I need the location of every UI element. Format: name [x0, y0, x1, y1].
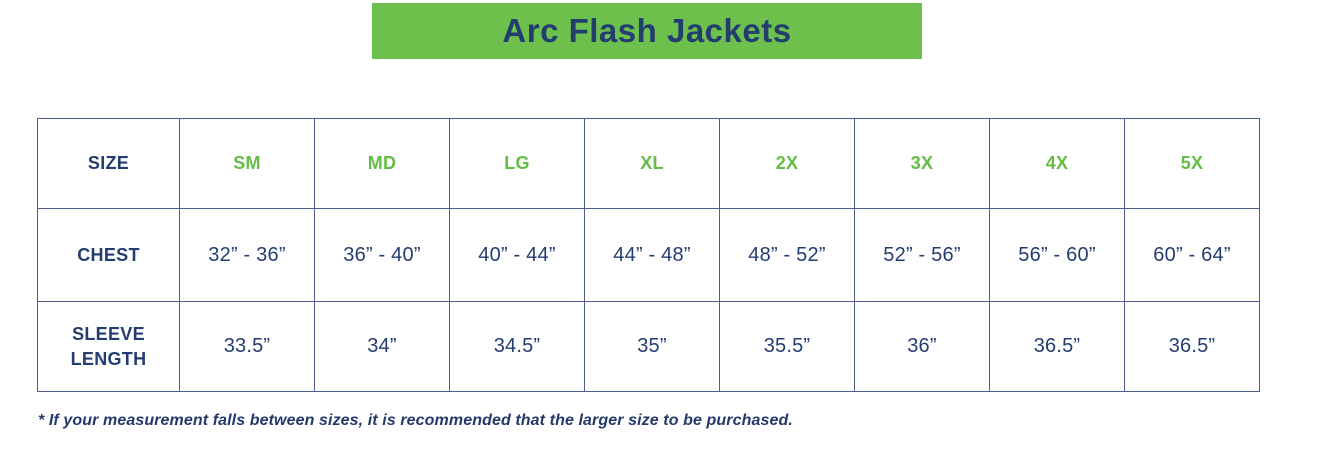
chest-value-cell: 48” - 52” [719, 208, 855, 302]
page-title: Arc Flash Jackets [502, 11, 792, 49]
chest-row: CHEST 32” - 36” 36” - 40” 40” - 44” 44” … [37, 208, 1260, 302]
sleeve-value-cell: 35” [584, 301, 720, 392]
sleeve-value-cell: 36.5” [989, 301, 1125, 392]
chest-label-cell: CHEST [37, 208, 180, 302]
sleeve-value-cell: 36.5” [1124, 301, 1260, 392]
title-banner: Arc Flash Jackets [372, 3, 922, 59]
size-col-5x: 5X [1124, 118, 1260, 209]
chest-value-cell: 40” - 44” [449, 208, 585, 302]
sleeve-value-cell: 33.5” [179, 301, 315, 392]
chest-value-cell: 60” - 64” [1124, 208, 1260, 302]
size-col-4x: 4X [989, 118, 1125, 209]
size-label-cell: SIZE [37, 118, 180, 209]
chest-value-cell: 44” - 48” [584, 208, 720, 302]
size-col-2x: 2X [719, 118, 855, 209]
footnote: * If your measurement falls between size… [38, 412, 793, 429]
size-col-3x: 3X [854, 118, 990, 209]
size-chart-table: SIZE SM MD LG XL 2X 3X 4X 5X CHEST 32” -… [37, 118, 1260, 392]
sleeve-value-cell: 36” [854, 301, 990, 392]
sleeve-value-cell: 35.5” [719, 301, 855, 392]
sleeve-length-row: SLEEVE LENGTH 33.5” 34” 34.5” 35” 35.5” … [37, 301, 1260, 392]
size-col-sm: SM [179, 118, 315, 209]
chest-value-cell: 52” - 56” [854, 208, 990, 302]
size-col-lg: LG [449, 118, 585, 209]
size-col-xl: XL [584, 118, 720, 209]
sleeve-value-cell: 34.5” [449, 301, 585, 392]
table-header-row: SIZE SM MD LG XL 2X 3X 4X 5X [37, 118, 1260, 209]
sleeve-value-cell: 34” [314, 301, 450, 392]
chest-value-cell: 36” - 40” [314, 208, 450, 302]
chest-value-cell: 56” - 60” [989, 208, 1125, 302]
size-col-md: MD [314, 118, 450, 209]
chest-value-cell: 32” - 36” [179, 208, 315, 302]
sleeve-length-label-cell: SLEEVE LENGTH [37, 301, 180, 392]
